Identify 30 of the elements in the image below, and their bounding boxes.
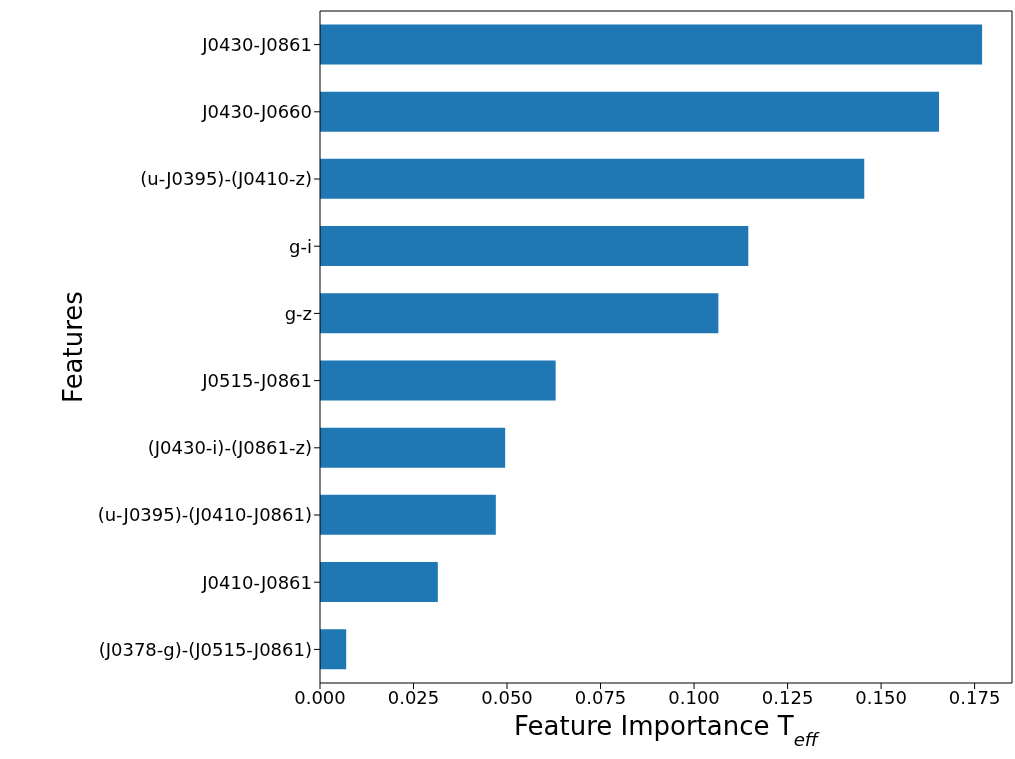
bar (320, 427, 506, 468)
bar (320, 226, 749, 267)
x-tick-label: 0.000 (294, 686, 346, 708)
y-tick-label: (J0430-i)-(J0861-z) (147, 437, 312, 459)
x-tick-label: 0.025 (387, 686, 440, 708)
x-tick-label: 0.050 (481, 686, 533, 708)
bar (320, 629, 347, 670)
y-tick-label: J0515-J0861 (201, 369, 312, 391)
y-tick-label: (u-J0395)-(J0410-J0861) (97, 504, 312, 526)
bar (320, 562, 438, 603)
y-tick-label: J0410-J0861 (201, 571, 312, 593)
bar (320, 293, 719, 334)
y-tick-label: (J0378-g)-(J0515-J0861) (98, 638, 312, 660)
bar (320, 158, 865, 199)
y-tick-label: g-z (284, 302, 312, 324)
x-axis-title: Feature Importance T$_{eff}$ (514, 711, 820, 750)
y-axis-title: Features (57, 291, 88, 403)
x-tick-label: 0.125 (761, 686, 814, 708)
bar (320, 91, 940, 132)
y-tick-label: J0430-J0861 (201, 33, 312, 55)
y-tick-label: J0430-J0660 (201, 101, 312, 123)
y-tick-label: g-i (289, 235, 312, 257)
bar (320, 360, 556, 401)
x-tick-label: 0.150 (855, 686, 907, 708)
bar (320, 494, 496, 535)
x-tick-label: 0.175 (948, 686, 1001, 708)
bar (320, 24, 983, 65)
x-tick-label: 0.100 (668, 686, 720, 708)
y-tick-label: (u-J0395)-(J0410-z) (140, 168, 312, 190)
x-tick-label: 0.075 (574, 686, 627, 708)
